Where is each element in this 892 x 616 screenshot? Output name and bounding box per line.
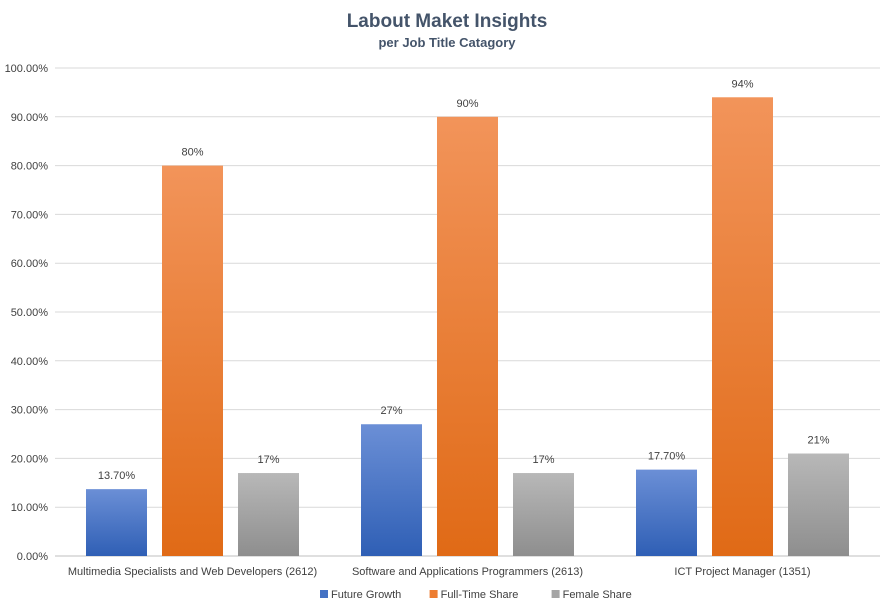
y-tick-label: 60.00%: [11, 258, 49, 270]
data-label: 17%: [532, 454, 554, 466]
y-tick-label: 0.00%: [17, 551, 48, 563]
data-label: 17%: [257, 454, 279, 466]
category-label: Multimedia Specialists and Web Developer…: [68, 566, 317, 578]
data-label: 13.70%: [98, 470, 136, 482]
legend-label: Full-Time Share: [441, 589, 519, 601]
legend-label: Female Share: [563, 589, 632, 601]
chart-subtitle: per Job Title Catagory: [378, 35, 516, 50]
bar-female-share: [788, 453, 849, 556]
y-tick-label: 80.00%: [11, 161, 49, 173]
data-labels: 13.70% 80% 17% 27% 90% 17% 17.70% 94% 21%: [98, 78, 830, 482]
y-tick-label: 50.00%: [11, 307, 49, 319]
bar-full-time-share: [437, 116, 498, 557]
x-axis: Multimedia Specialists and Web Developer…: [68, 566, 811, 578]
data-label: 90%: [456, 98, 478, 110]
data-label: 80%: [181, 147, 203, 159]
bars: [86, 97, 849, 557]
bar-female-share: [513, 473, 574, 556]
bar-future-growth: [86, 489, 147, 556]
y-tick-label: 90.00%: [11, 112, 49, 124]
legend-label: Future Growth: [331, 589, 401, 601]
y-tick-label: 30.00%: [11, 405, 49, 417]
legend-swatch-full-time-share: [429, 590, 438, 598]
category-label: ICT Project Manager (1351): [674, 566, 810, 578]
data-label: 17.70%: [648, 451, 686, 463]
chart-title: Labout Maket Insights: [347, 11, 548, 32]
bar-full-time-share: [712, 97, 773, 556]
data-label: 94%: [731, 78, 753, 90]
bar-future-growth: [361, 424, 422, 556]
y-tick-label: 40.00%: [11, 356, 49, 368]
category-label: Software and Applications Programmers (2…: [352, 566, 583, 578]
legend: Future Growth Full-Time Share Female Share: [320, 589, 632, 601]
legend-swatch-future-growth: [320, 590, 328, 598]
legend-swatch-female-share: [551, 590, 560, 598]
bar-future-growth: [636, 469, 697, 556]
bar-full-time-share: [162, 165, 223, 556]
y-tick-label: 70.00%: [11, 209, 49, 221]
data-label: 21%: [807, 435, 829, 447]
y-tick-label: 20.00%: [11, 453, 49, 465]
data-label: 27%: [380, 405, 402, 417]
y-tick-label: 10.00%: [11, 502, 49, 514]
y-tick-label: 100.00%: [5, 63, 49, 75]
y-axis: 0.00% 10.00% 20.00% 30.00% 40.00% 50.00% 60.00…: [5, 63, 49, 563]
bar-female-share: [238, 473, 299, 556]
